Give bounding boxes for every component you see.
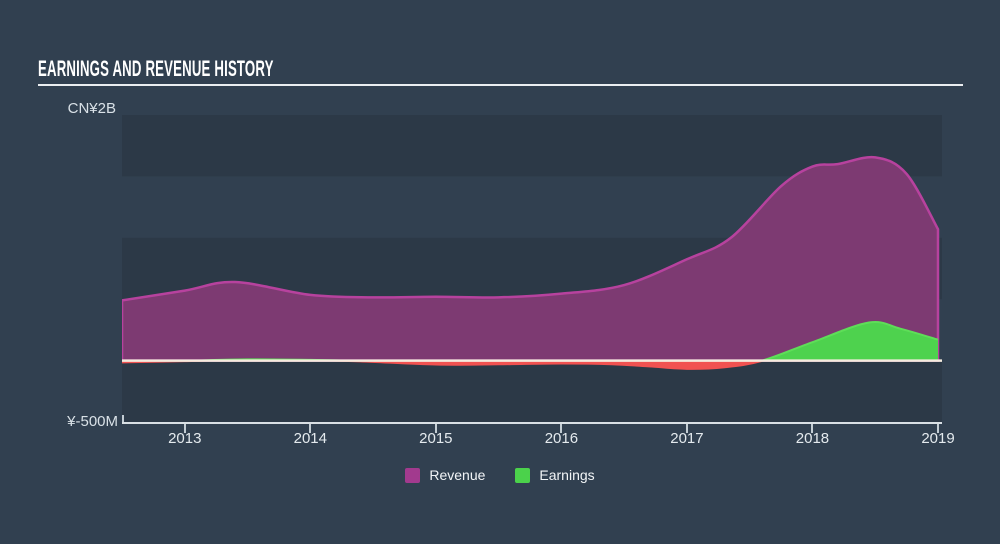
axis-start-tick — [122, 415, 124, 422]
legend-label-earnings: Earnings — [539, 467, 595, 483]
x-tick-label: 2014 — [293, 430, 327, 447]
y-axis-label-bottom: ¥-500M — [67, 413, 118, 430]
page-title: EARNINGS AND REVENUE HISTORY — [38, 56, 274, 81]
x-tick — [183, 424, 186, 433]
legend-item-earnings[interactable]: Earnings — [515, 467, 595, 483]
x-tick — [434, 424, 437, 433]
legend-label-revenue: Revenue — [429, 467, 486, 483]
legend: Revenue Earnings — [0, 467, 1000, 483]
x-tick-label: 2019 — [921, 430, 955, 447]
grid-band — [122, 115, 942, 177]
x-tick-label: 2013 — [168, 430, 202, 447]
chart-canvas — [122, 115, 942, 422]
grid-band — [122, 360, 942, 422]
earnings-swatch-icon — [515, 467, 531, 483]
title-underline — [38, 84, 963, 86]
x-tick — [685, 424, 688, 433]
y-axis-label-top: CN¥2B — [67, 100, 116, 117]
x-axis-line — [122, 422, 942, 424]
x-tick-label: 2015 — [419, 430, 453, 447]
earnings-negative-line — [122, 360, 767, 370]
x-tick-label: 2017 — [670, 430, 704, 447]
x-tick — [560, 424, 563, 433]
revenue-area — [122, 155, 940, 362]
x-tick — [309, 424, 312, 433]
legend-item-revenue[interactable]: Revenue — [405, 467, 485, 483]
x-tick — [937, 424, 939, 433]
x-tick-label: 2018 — [795, 430, 830, 447]
revenue-swatch-icon — [405, 467, 421, 483]
x-tick-label: 2016 — [544, 430, 579, 447]
x-tick — [811, 424, 814, 433]
